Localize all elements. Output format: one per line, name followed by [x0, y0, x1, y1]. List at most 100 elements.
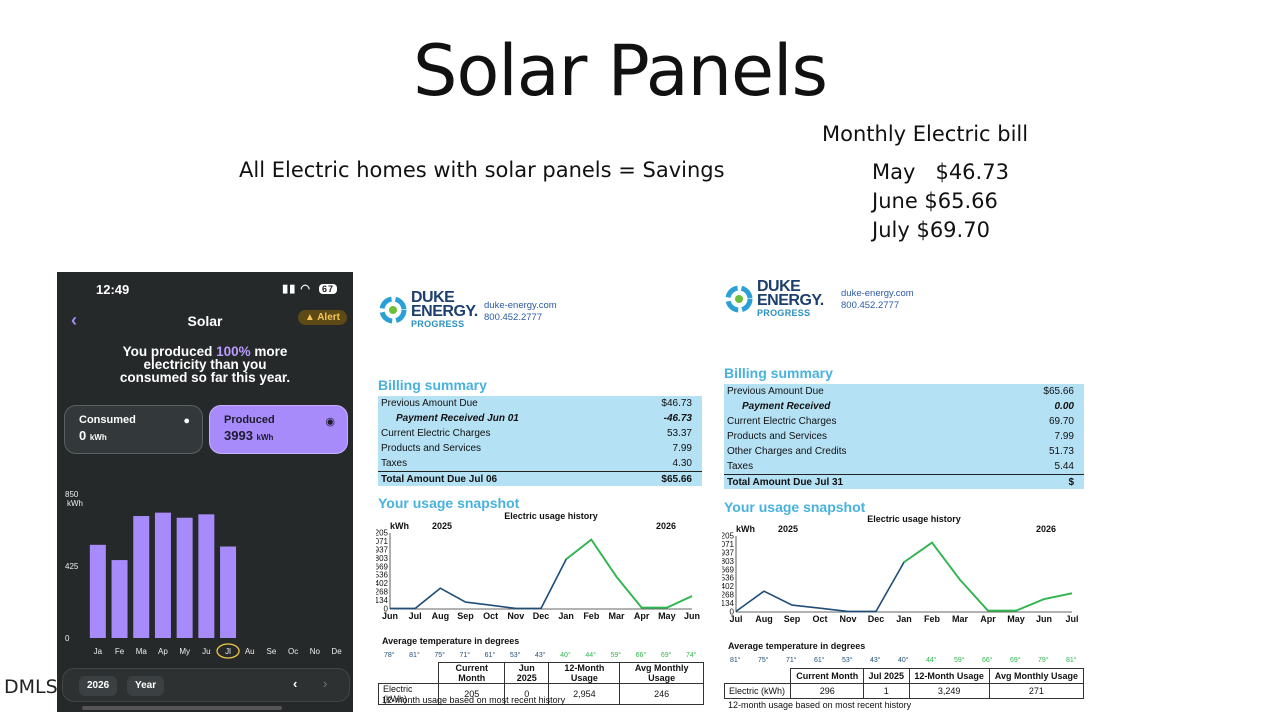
x-tick-label: Jul: [1065, 614, 1078, 624]
temp-value: 75°: [434, 652, 445, 659]
table-cell: Electric (kWh): [377, 683, 440, 705]
x-tick-label: Jan: [558, 611, 574, 621]
x-tick-label: Feb: [924, 614, 941, 624]
y-tick-label: 1071: [376, 537, 389, 546]
battery-icon: 67: [318, 284, 337, 294]
avg-temp-title: Average temperature in degrees: [728, 641, 866, 651]
bar-Ja[interactable]: [89, 544, 106, 638]
back-chevron-icon[interactable]: ‹: [71, 310, 77, 330]
x-tick-label: My: [179, 647, 190, 656]
summary-amount: 53.37: [666, 428, 692, 439]
y-tick-label: 134: [376, 596, 389, 605]
year-pill[interactable]: 2026: [79, 676, 118, 696]
table-cell: 2,954: [548, 683, 621, 705]
bar-Jl[interactable]: [220, 546, 237, 638]
x-tick-label: Jul: [729, 614, 742, 624]
phone-number: 800.452.2777: [484, 312, 543, 323]
y-tick-label: 937: [376, 545, 389, 554]
y-tick-label: 850: [65, 490, 79, 499]
temp-value: 44°: [926, 657, 937, 664]
usage-note: 12-month usage based on most recent hist…: [382, 695, 566, 705]
x-tick-label: Jun: [382, 611, 398, 621]
consumed-label: Consumed: [79, 414, 136, 426]
temp-value: 79°: [1038, 657, 1049, 664]
usage-note: 12-month usage based on most recent hist…: [728, 700, 912, 710]
series-line-2026: [903, 541, 1073, 612]
scroll-strip: [82, 706, 282, 710]
alert-button[interactable]: ▲ Alert: [297, 310, 347, 325]
produced-card[interactable]: Produced 3993 kWh ◉: [209, 405, 348, 454]
table-header: Avg Monthly Usage: [619, 662, 704, 684]
usage-snapshot-title: Your usage snapshot: [724, 499, 866, 515]
summary-label: Previous Amount Due: [727, 386, 824, 397]
summary-label: Taxes: [381, 458, 408, 469]
y-tick-label: 0: [730, 608, 735, 617]
temp-value: 59°: [954, 657, 965, 664]
watermark: DMLS: [4, 676, 58, 698]
wifi-icon: ◠: [300, 283, 311, 295]
temp-value: 71°: [786, 657, 797, 664]
power-icon: ●: [183, 415, 190, 427]
temp-value: 81°: [1066, 657, 1077, 664]
x-tick-label: Feb: [583, 611, 600, 621]
slide-tagline: All Electric homes with solar panels = S…: [239, 158, 725, 182]
website-link[interactable]: duke-energy.com: [841, 288, 914, 299]
usage-summary-table: Current Month Jun 2025 12-Month Usage Avg M…: [377, 662, 704, 705]
temp-value: 40°: [560, 652, 571, 659]
bar-My[interactable]: [176, 517, 193, 638]
slide-title: Solar Panels: [413, 30, 828, 112]
selected-month-ring: [216, 643, 240, 659]
temp-value: 61°: [814, 657, 825, 664]
temp-value: 53°: [842, 657, 853, 664]
summary-label: Total Amount Due Jul 06: [381, 474, 498, 485]
consumed-value: 0 kWh: [79, 428, 107, 443]
summary-row: Previous Amount Due $46.73: [378, 396, 702, 411]
summary-label: Other Charges and Credits: [727, 446, 847, 457]
period-pill[interactable]: Year: [127, 676, 165, 696]
bar-Ju[interactable]: [198, 514, 215, 638]
temp-value: 61°: [484, 652, 496, 659]
table-cell: 246: [619, 683, 704, 705]
status-time: 12:49: [96, 282, 130, 297]
table-cell: 296: [790, 683, 864, 699]
website-link[interactable]: duke-energy.com: [484, 300, 557, 311]
billing-summary-title: Billing summary: [724, 365, 833, 381]
next-arrow-icon[interactable]: ›: [323, 676, 328, 691]
temp-value: 75°: [758, 657, 769, 664]
summary-row: Total Amount Due Jul 06 $65.66: [378, 471, 702, 486]
x-tick-label: Au: [245, 647, 255, 656]
prev-arrow-icon[interactable]: ‹: [293, 676, 298, 691]
monthly-bill-heading: Monthly Electric bill: [822, 122, 1029, 146]
legend-2026: 2026: [656, 521, 676, 531]
chart-title: Electric usage history: [867, 514, 961, 524]
x-tick-label: Oct: [812, 614, 827, 624]
summary-amount: 4.30: [672, 458, 692, 469]
x-tick-label: Oc: [288, 647, 298, 656]
avg-temp-title: Average temperature in degrees: [382, 636, 520, 646]
warning-icon: ▲: [304, 312, 315, 323]
bar-Ma[interactable]: [133, 516, 150, 638]
temp-value: 40°: [898, 657, 909, 664]
legend-2025: 2025: [432, 521, 452, 531]
production-message: You produced 100% more electricity than …: [119, 344, 291, 385]
bar-Ap[interactable]: [154, 512, 171, 638]
table-header: Avg Monthly Usage: [988, 668, 1085, 684]
status-bar: ▮▮ ◠ 67: [282, 282, 337, 295]
table-header: 12-Month Usage: [908, 668, 990, 684]
summary-row: Products and Services 7.99: [724, 429, 1084, 444]
table-header: Current Month: [790, 668, 864, 684]
bar-Fe[interactable]: [111, 560, 128, 638]
billing-summary-table: Previous Amount Due $65.66 Payment Receive…: [724, 384, 1084, 489]
x-tick-label: Ju: [202, 647, 210, 656]
table-row: Electric (kWh) 205 0 2,954 246: [377, 683, 704, 705]
summary-row: Current Electric Charges 53.37: [378, 426, 702, 441]
legend-2026: 2026: [1036, 524, 1056, 534]
duke-swirl-icon: [725, 285, 753, 313]
summary-label: Total Amount Due Jul 31: [727, 477, 844, 488]
x-tick-label: Aug: [755, 614, 773, 624]
consumed-card[interactable]: Consumed 0 kWh ●: [64, 405, 203, 454]
legend-2025: 2025: [778, 524, 798, 534]
table-header: Jun 2025: [504, 662, 550, 684]
x-tick-label: Mar: [608, 611, 625, 621]
